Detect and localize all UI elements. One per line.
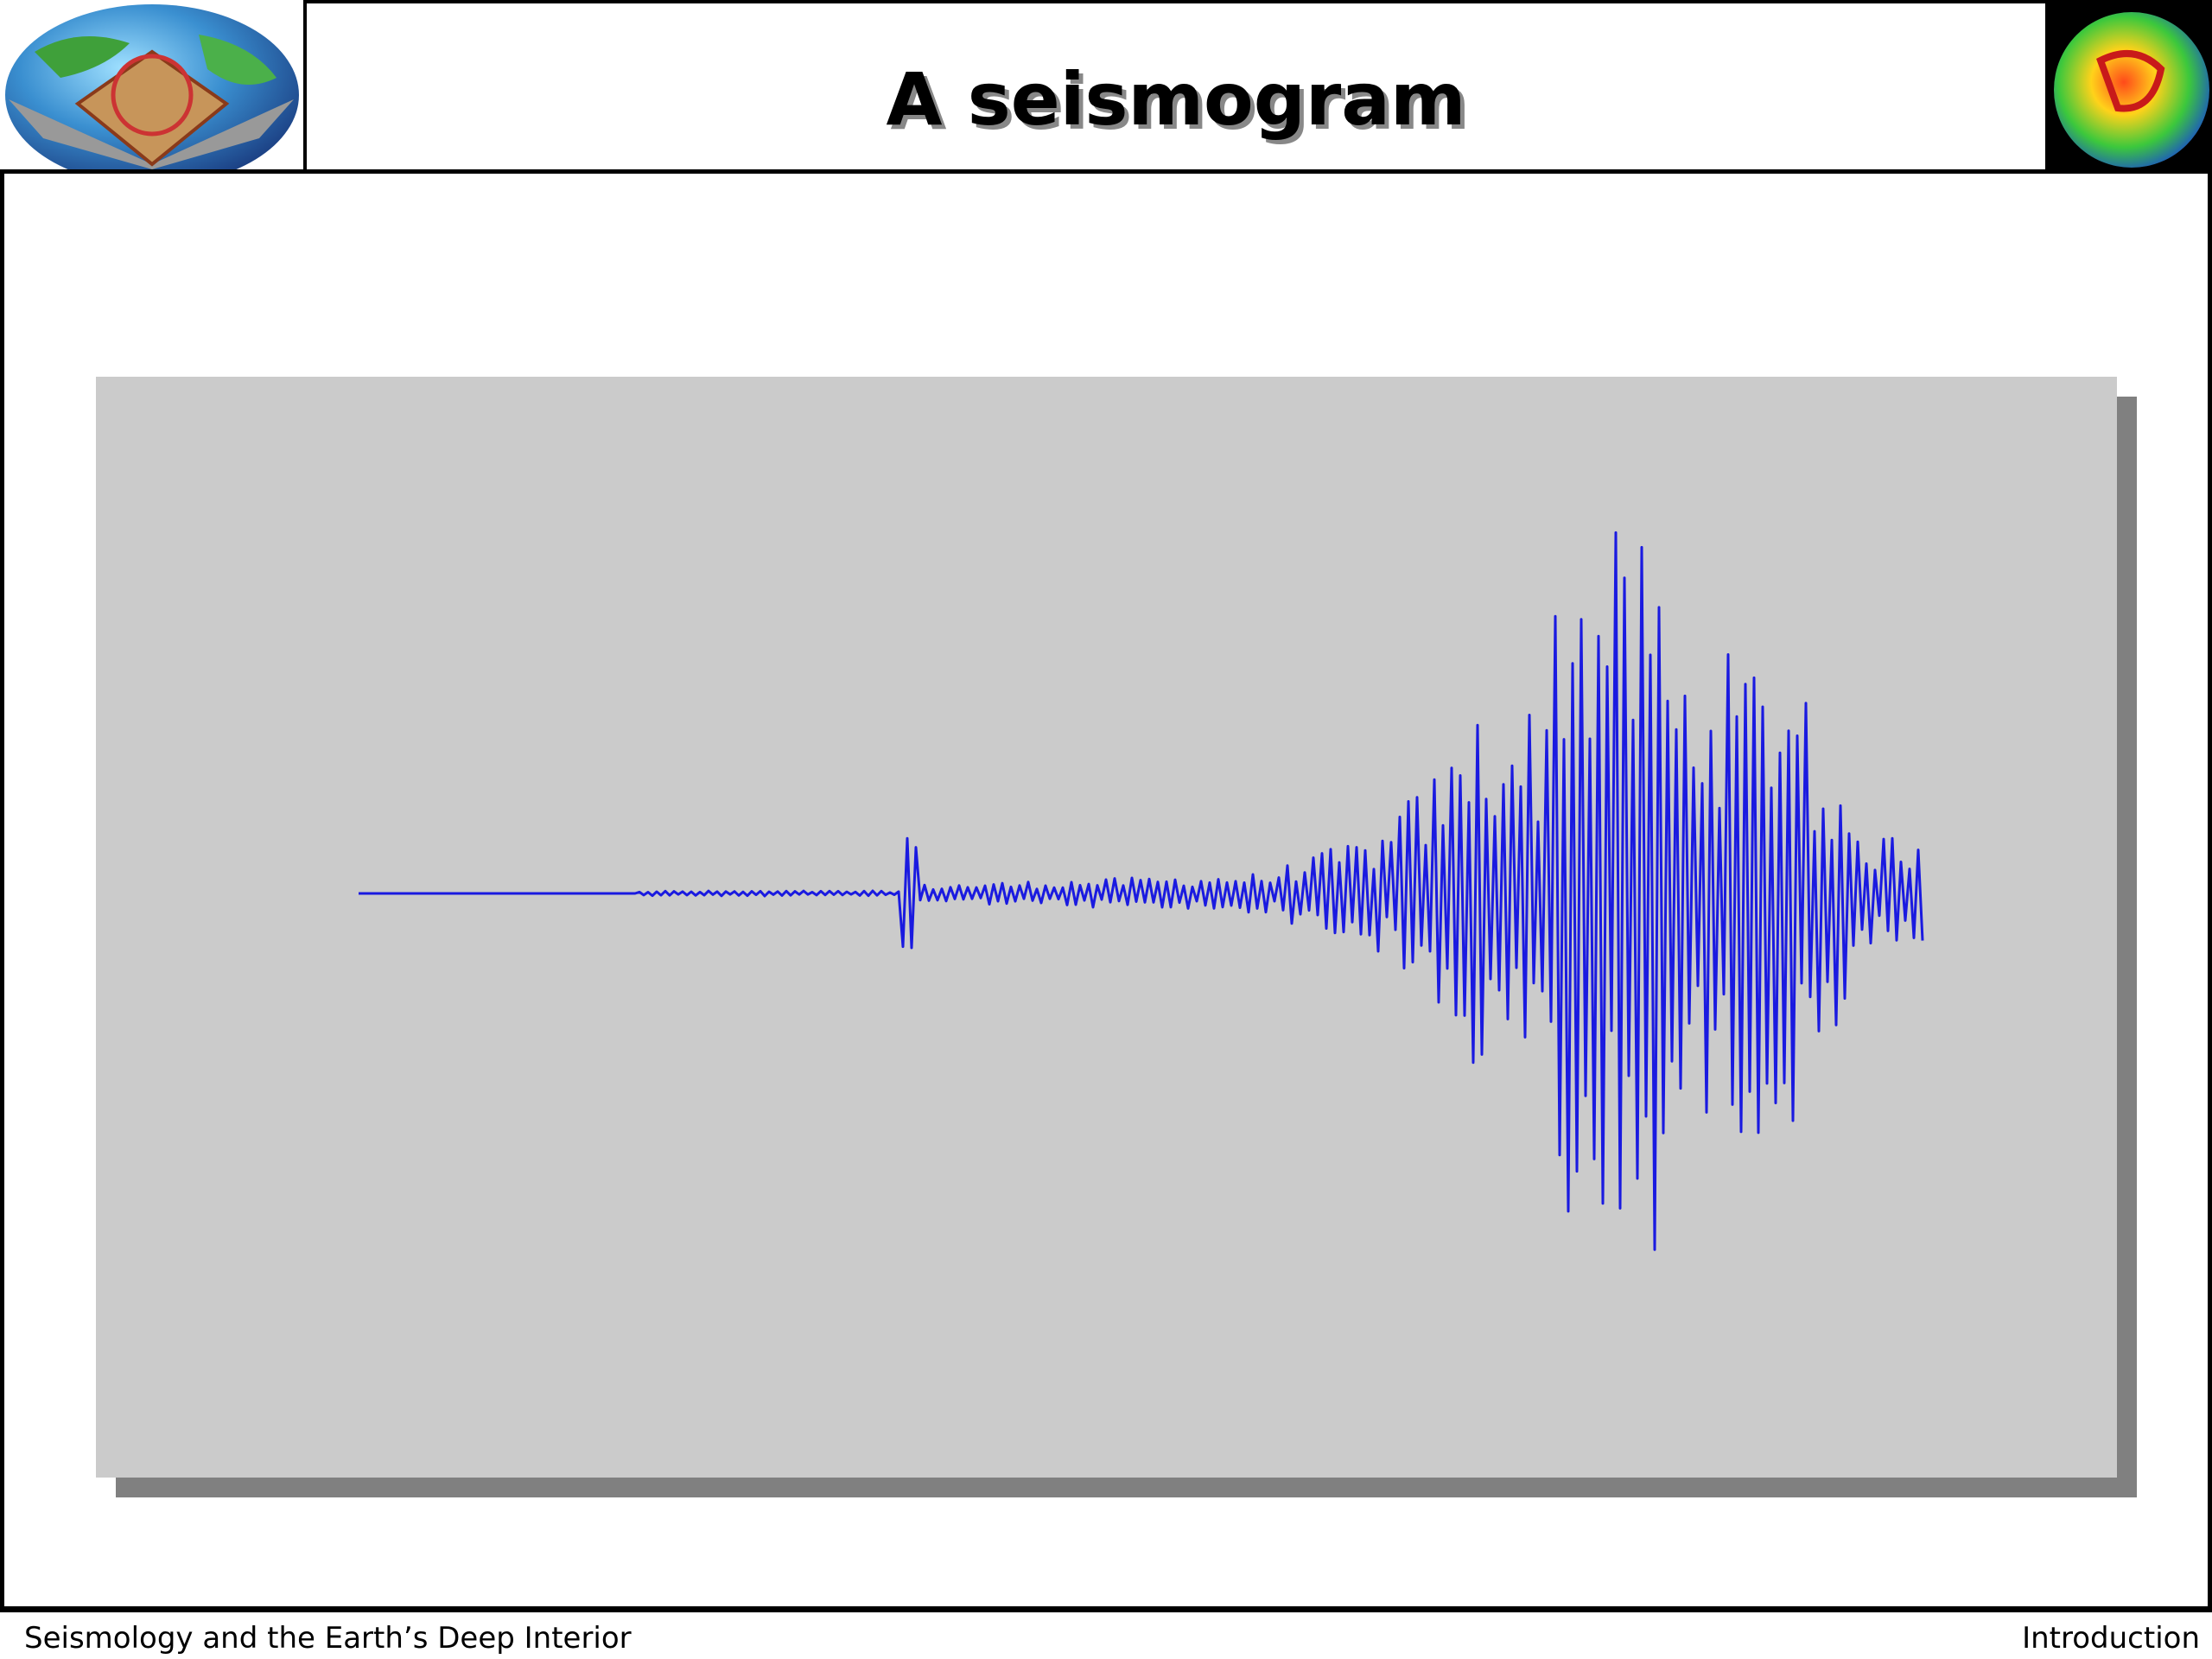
right-logo	[2049, 0, 2212, 169]
slide-title: A seismogram	[303, 0, 2049, 169]
footer: Seismology and the Earth’s Deep Interior…	[0, 1609, 2212, 1659]
footer-right: Introduction	[2022, 1621, 2200, 1656]
seismogram-trace	[359, 531, 1924, 1251]
left-logo	[5, 4, 299, 169]
seismogram-figure	[96, 377, 2137, 1497]
footer-left: Seismology and the Earth’s Deep Interior	[24, 1621, 632, 1656]
content-frame	[0, 169, 2212, 1611]
panel	[96, 377, 2117, 1478]
